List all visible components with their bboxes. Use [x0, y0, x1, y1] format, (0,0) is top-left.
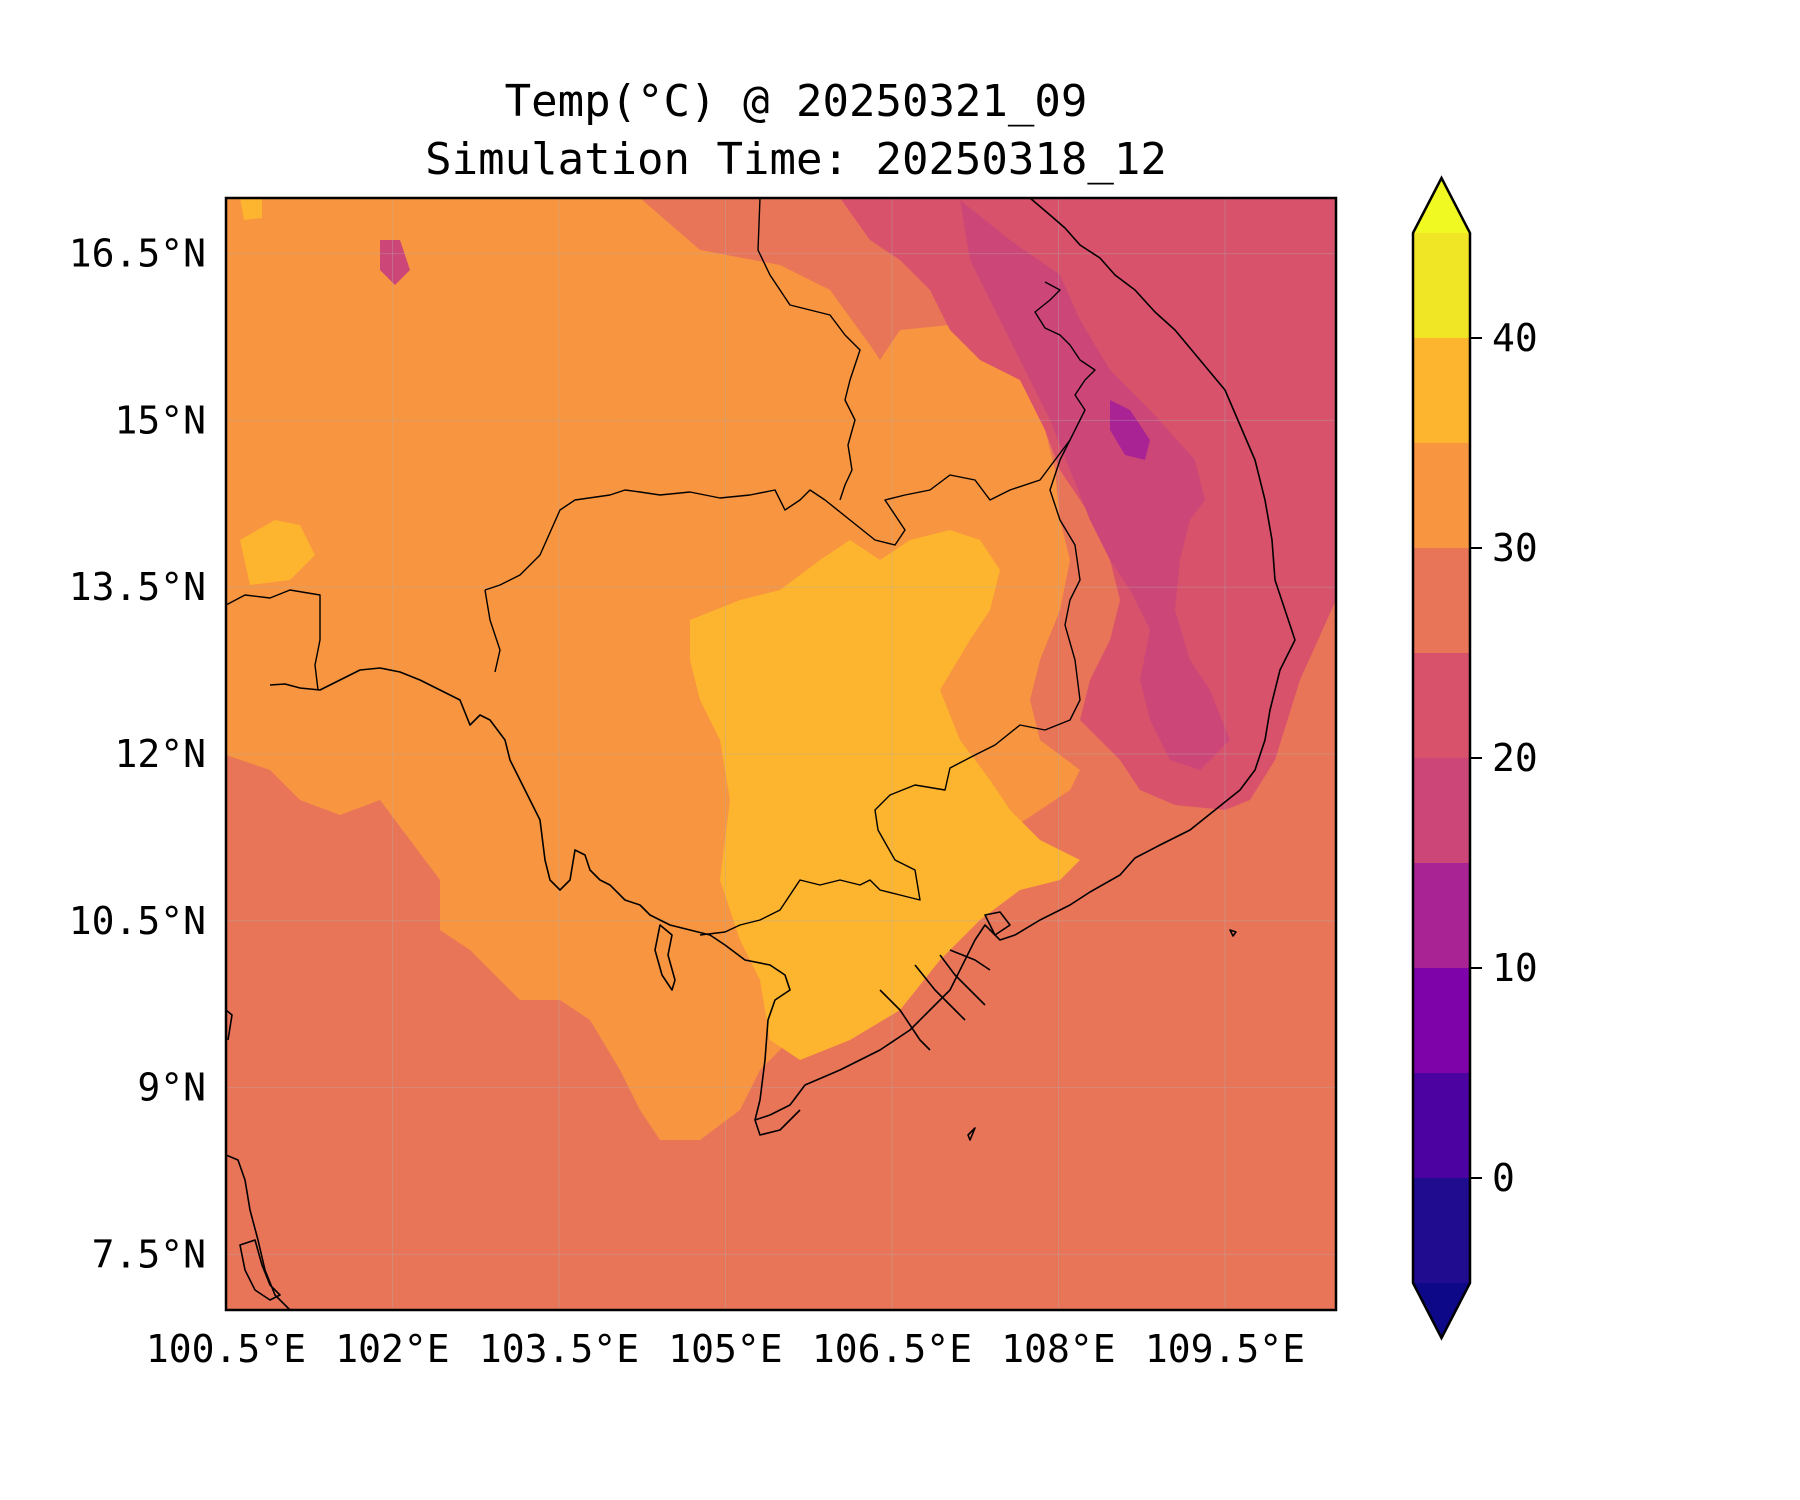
coastline	[754, 198, 1296, 1136]
latitude-tick-label: 15°N	[114, 398, 206, 442]
temperature-field	[226, 198, 1336, 1310]
longitude-tick-label: 106.5°E	[812, 1327, 972, 1371]
coastline	[226, 1154, 291, 1310]
colorbar-band	[1413, 338, 1470, 443]
latitude-tick-label: 13.5°N	[69, 565, 206, 609]
coastline	[269, 667, 791, 1121]
latitude-tick-label: 10.5°N	[69, 899, 206, 943]
map-gridlines	[226, 198, 1336, 1310]
colorbar-ticks: 0 10 20 30 40	[1470, 316, 1538, 1200]
border-line	[699, 439, 1081, 936]
longitude-tick-label: 100.5°E	[146, 1327, 306, 1371]
longitude-tick-label: 102°E	[335, 1327, 449, 1371]
colorbar-tick-label: 30	[1492, 526, 1538, 570]
latitude-tick-label: 9°N	[137, 1066, 206, 1110]
colorbar-band	[1413, 548, 1470, 653]
island-coastline	[967, 1127, 976, 1141]
island-coastline	[654, 924, 676, 991]
colorbar-extend-max-triangle	[1413, 178, 1470, 233]
colorbar-band	[1413, 758, 1470, 863]
colorbar-tick-label: 40	[1492, 316, 1538, 360]
temperature-band-15-20	[960, 200, 1230, 770]
delta-channel	[949, 949, 991, 971]
border-line	[484, 589, 501, 673]
map-title-line-2: Simulation Time: 20250318_12	[425, 134, 1167, 185]
colorbar-band	[1413, 233, 1470, 338]
colorbar-tick-label: 10	[1492, 946, 1538, 990]
longitude-tick-label: 105°E	[668, 1327, 782, 1371]
map-title-line-1: Temp(°C) @ 20250321_09	[504, 76, 1088, 127]
temperature-band-15-20	[380, 240, 410, 285]
colorbar: 0 10 20 30 40	[1411, 175, 1538, 1341]
map-panel: 100.5°E 102°E 103.5°E 105°E 106.5°E 108°E 109.…	[69, 196, 1338, 1371]
colorbar-tick-label: 0	[1492, 1156, 1515, 1200]
latitude-ticks: 16.5°N 15°N 13.5°N 12°N 10.5°N 9°N 7.5°N	[69, 232, 206, 1277]
temperature-band-35-40	[240, 198, 262, 220]
colorbar-band	[1413, 443, 1470, 548]
longitude-tick-label: 103.5°E	[479, 1327, 639, 1371]
colorbar-band	[1413, 653, 1470, 758]
colorbar-extend-min-triangle	[1413, 1283, 1470, 1338]
colorbar-band	[1413, 1178, 1470, 1283]
colorbar-band	[1413, 1073, 1470, 1178]
temperature-band-35-40	[690, 530, 1080, 1060]
border-line	[757, 198, 861, 501]
delta-channel	[914, 964, 966, 1021]
coastline	[226, 1009, 233, 1041]
temperature-band-30-35	[226, 198, 640, 720]
colorbar-band	[1413, 968, 1470, 1073]
latitude-tick-label: 7.5°N	[92, 1232, 206, 1276]
longitude-tick-label: 109.5°E	[1145, 1327, 1305, 1371]
delta-channel	[879, 989, 931, 1051]
island-coastline	[1229, 929, 1237, 937]
temperature-band-10-15	[1110, 400, 1150, 460]
longitude-ticks: 100.5°E 102°E 103.5°E 105°E 106.5°E 108°E 109.…	[146, 1327, 1305, 1371]
latitude-tick-label: 12°N	[114, 732, 206, 776]
delta-channel	[939, 954, 986, 1006]
colorbar-outline	[1411, 175, 1472, 1341]
colorbar-band	[1413, 863, 1470, 968]
island-coastline	[239, 1239, 281, 1301]
colorbar-tick-label: 20	[1492, 736, 1538, 780]
border-line	[226, 589, 321, 691]
latitude-tick-label: 16.5°N	[69, 232, 206, 276]
colorbar-bands	[1411, 175, 1472, 1341]
map-frame	[224, 196, 1338, 1312]
island-coastline	[984, 911, 1011, 936]
temperature-band-35-40	[240, 520, 315, 585]
border-line	[484, 281, 1096, 591]
longitude-tick-label: 108°E	[1001, 1327, 1115, 1371]
